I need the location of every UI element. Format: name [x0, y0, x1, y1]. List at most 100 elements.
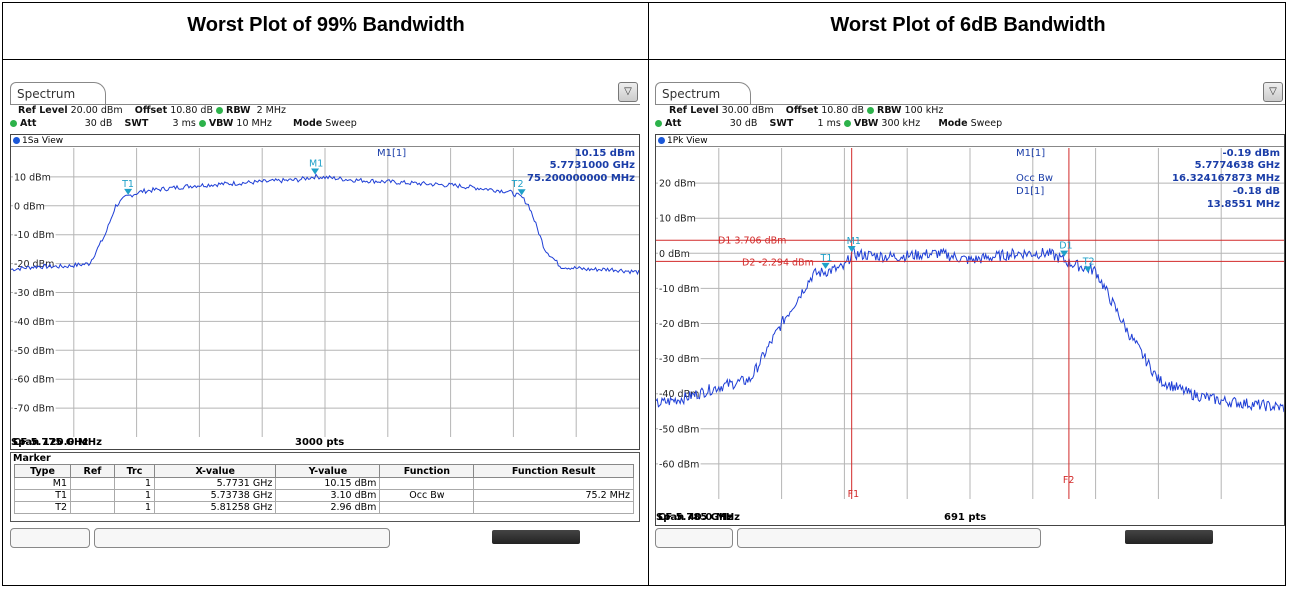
view-label: 1Pk View	[656, 135, 1284, 147]
marker-label: T2	[511, 179, 524, 190]
softkey-middle[interactable]	[737, 528, 1041, 548]
marker-cell	[473, 501, 634, 514]
readout-value: 5.7774638 GHz	[1195, 160, 1281, 171]
rbw-label: RBW	[226, 105, 251, 116]
marker-cell: M1	[13, 477, 72, 490]
marker-m1-icon	[847, 245, 856, 252]
offset-label: Offset	[134, 105, 168, 116]
ref-level-value: 20.00 dBm	[70, 105, 123, 116]
rbw-indicator-icon	[216, 107, 223, 114]
y-tick-label: 10 dBm	[659, 214, 696, 225]
marker-d1-icon	[1060, 250, 1069, 257]
att-value: 30 dB	[729, 118, 758, 129]
tick-label-bg	[13, 344, 56, 356]
menu-dropdown-icon[interactable]: ▽	[618, 82, 638, 102]
y-tick-label: -60 dBm	[14, 375, 54, 386]
att-label: Att	[20, 118, 37, 129]
marker-label: T1	[121, 179, 134, 190]
settings-row-2: Att 30 dB SWT 3 ms VBW 10 MHz Mode Sweep	[10, 118, 357, 129]
y-tick-label: 20 dBm	[659, 179, 696, 190]
marker-cell: 1	[113, 489, 156, 502]
readout-label: M1[1]	[377, 148, 406, 159]
right-spectrum-plot: 20 dBm 10 dBm 0 dBm -10 dBm -20 dBm -30 dBm -4…	[656, 148, 1284, 500]
tab-underline	[655, 104, 1285, 105]
readout-value: 10.15 dBm	[575, 148, 635, 159]
span-label: Span 120.0 MHz	[11, 437, 102, 448]
view-indicator-icon	[13, 137, 20, 144]
table-row[interactable]: M1 1 5.7731 GHz 10.15 dBm	[13, 477, 634, 490]
marker-label: T1	[820, 253, 833, 264]
marker-cell: 1	[113, 501, 156, 514]
y-tick-label: -40 dBm	[659, 389, 699, 400]
softkey-left[interactable]	[10, 528, 90, 548]
left-analyzer-panel: Spectrum ▽ Ref Level 20.00 dBm Offset 10…	[10, 76, 640, 556]
marker-header-4: Y-value	[275, 464, 381, 478]
y-tick-label: -70 dBm	[14, 404, 54, 415]
left-trace-window: 1Sa View 10 dBm 0 dBm -10 dBm -20 dBm -30 dB…	[10, 134, 640, 450]
span-label: Span 40.0 MHz	[656, 512, 741, 523]
ref-level-value: 30.00 dBm	[721, 105, 774, 116]
softkey-left[interactable]	[655, 528, 733, 548]
spectrum-tab[interactable]: Spectrum	[655, 82, 751, 104]
swt-label: SWT	[769, 118, 794, 129]
settings-row-1: Ref Level 30.00 dBm Offset 10.80 dB RBW …	[669, 105, 943, 116]
table-row[interactable]: T1 1 5.73738 GHz 3.10 dBm Occ Bw 75.2 MHz	[13, 489, 634, 502]
status-progress-bar	[492, 530, 580, 544]
settings-row-1: Ref Level 20.00 dBm Offset 10.80 dB RBW …	[18, 105, 286, 116]
points-label: 3000 pts	[295, 437, 345, 448]
softkey-middle[interactable]	[94, 528, 390, 548]
tick-label-bg	[658, 317, 701, 329]
marker-header-3: X-value	[154, 464, 277, 478]
marker-cell: 75.2 MHz	[473, 489, 634, 502]
marker-t2-icon	[1083, 266, 1092, 273]
tick-label-bg	[658, 247, 689, 259]
readout-value: 5.7731000 GHz	[550, 160, 636, 171]
view-indicator-icon	[658, 137, 665, 144]
marker-m1-icon	[311, 168, 320, 175]
marker-header-5: Function	[379, 464, 475, 478]
readout-value: 13.8551 MHz	[1207, 199, 1280, 210]
rbw-indicator-icon	[867, 107, 874, 114]
cf-label: CF 5.775 GHz	[13, 437, 89, 448]
marker-cell: 5.7731 GHz	[154, 477, 277, 490]
menu-dropdown-icon[interactable]: ▽	[1263, 82, 1283, 102]
y-tick-label: -10 dBm	[659, 284, 699, 295]
tick-label-bg	[13, 199, 44, 211]
y-tick-label: -50 dBm	[659, 424, 699, 435]
tick-label-bg	[658, 457, 701, 469]
tick-label-bg	[13, 257, 56, 269]
y-tick-label: -20 dBm	[14, 259, 54, 270]
display-line-label: D1 3.706 dBm	[718, 235, 786, 246]
readout-value: -0.19 dBm	[1222, 148, 1280, 159]
vbw-value: 10 MHz	[236, 118, 272, 129]
tab-underline	[10, 104, 640, 105]
tick-label-bg	[658, 422, 701, 434]
marker-table: Type Ref Trc X-value Y-value Function Function…	[13, 464, 634, 514]
readout-label: Occ Bw	[1016, 173, 1053, 184]
rbw-value: 100 kHz	[904, 105, 944, 116]
readout-value: 16.324167873 MHz	[1172, 173, 1280, 184]
y-tick-label: 0 dBm	[14, 201, 45, 212]
tick-label-bg	[13, 315, 56, 327]
marker-cell	[70, 477, 115, 490]
marker-header-1: Ref	[70, 464, 115, 478]
title-divider	[2, 59, 1286, 60]
frequency-line-label: F1	[848, 489, 860, 500]
readout-label: D1[1]	[1016, 186, 1044, 197]
y-tick-label: -10 dBm	[14, 230, 54, 241]
right-trace-window: 1Pk View 20 dBm 10 dBm 0 dBm -10 dBm -20 dBm…	[655, 134, 1285, 526]
mode-label: Mode	[938, 118, 968, 129]
tick-label-bg	[13, 170, 50, 182]
marker-cell: Occ Bw	[379, 489, 475, 502]
readout-label: M1[1]	[1016, 148, 1045, 159]
vbw-indicator-icon	[843, 120, 851, 127]
table-row[interactable]: T2 1 5.81258 GHz 2.96 dBm	[13, 501, 634, 514]
spectrum-trace	[11, 173, 639, 276]
points-label: 691 pts	[944, 512, 987, 523]
y-tick-label: -50 dBm	[14, 346, 54, 357]
marker-cell	[70, 489, 115, 502]
spectrum-tab[interactable]: Spectrum	[10, 82, 106, 104]
display-line-label: D2 -2.294 dBm	[742, 257, 814, 268]
marker-title: Marker	[13, 453, 51, 464]
marker-cell: 2.96 dBm	[275, 501, 381, 514]
